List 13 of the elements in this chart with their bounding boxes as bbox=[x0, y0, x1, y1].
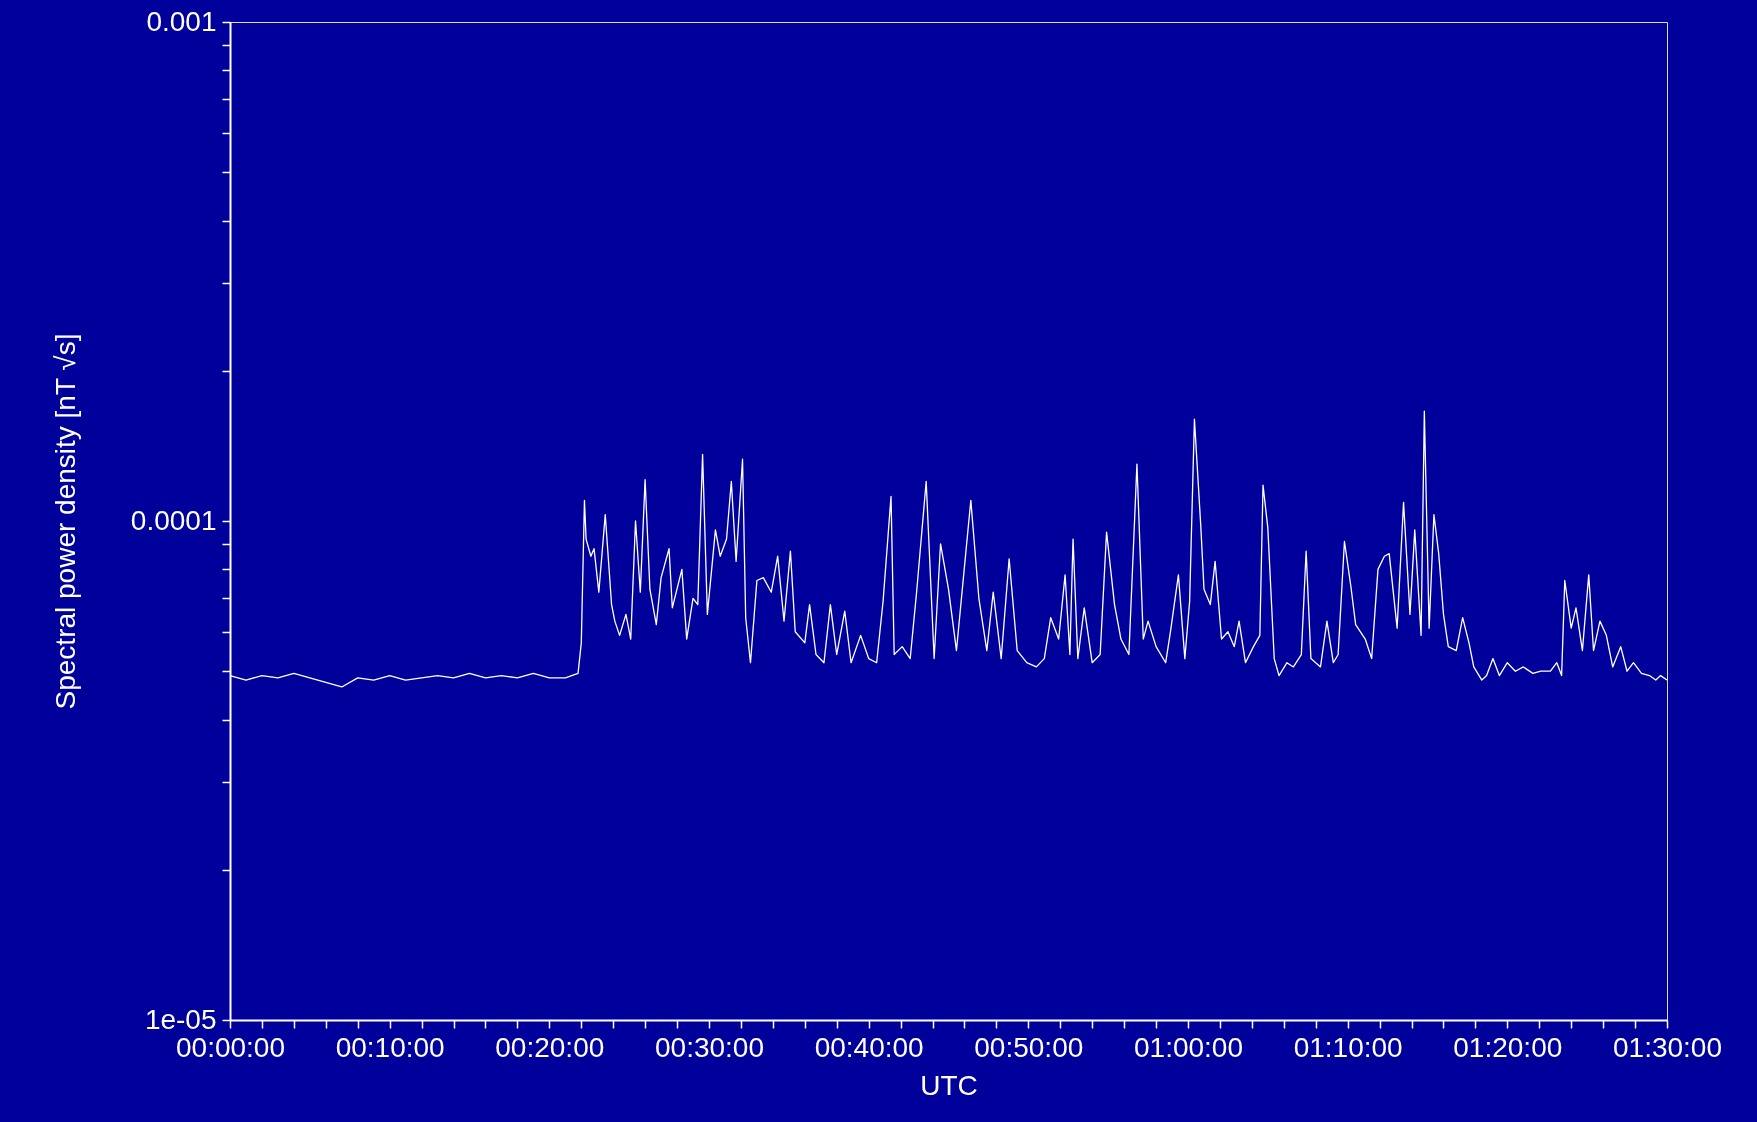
y-tick-label: 0.0001 bbox=[130, 504, 217, 536]
x-tick-label: 00:20:00 bbox=[495, 1031, 605, 1063]
x-tick-label: 00:50:00 bbox=[974, 1031, 1084, 1063]
x-tick-label: 01:20:00 bbox=[1453, 1031, 1563, 1063]
x-tick-label: 00:10:00 bbox=[335, 1031, 445, 1063]
y-tick-label: 0.001 bbox=[146, 5, 217, 37]
y-axis-title: Spectral power density [nT √s] bbox=[49, 333, 81, 710]
x-tick-label: 00:30:00 bbox=[655, 1031, 764, 1063]
x-axis-title: UTC bbox=[920, 1069, 978, 1101]
x-tick-label: 01:00:00 bbox=[1134, 1031, 1243, 1063]
x-tick-label: 01:10:00 bbox=[1293, 1031, 1403, 1063]
x-tick-label: 00:40:00 bbox=[814, 1031, 924, 1063]
x-tick-label: 01:30:00 bbox=[1613, 1031, 1722, 1063]
